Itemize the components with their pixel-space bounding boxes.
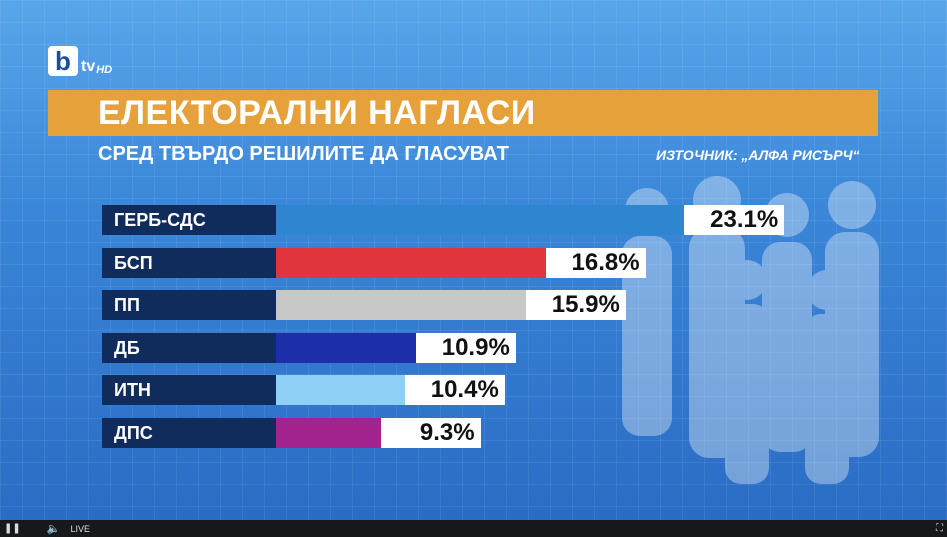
data-label: 15.9% (525, 290, 626, 320)
category-label: ДБ (102, 333, 276, 363)
pause-icon[interactable]: ❚❚ (4, 523, 21, 534)
data-label: 10.4% (404, 375, 505, 405)
logo-text: tv (81, 58, 96, 75)
category-label: ГЕРБ-СДС (102, 205, 276, 235)
category-label: ПП (102, 290, 276, 320)
data-label: 16.8% (545, 248, 646, 278)
source-note: ИЗТОЧНИК: „АЛФА РИСЪРЧ“ (656, 147, 860, 163)
broadcast-frame: b tv HD ЕЛЕКТОРАЛНИ НАГЛАСИ СРЕД ТВЪРДО … (0, 0, 947, 520)
video-player-bar: ❚❚ 🔈 LIVE ⛶ (0, 520, 947, 537)
category-label: ДПС (102, 418, 276, 448)
btv-logo: b tv HD (48, 42, 112, 76)
category-label: ИТН (102, 375, 276, 405)
data-label: 23.1% (684, 205, 785, 235)
logo-letter: b (48, 46, 78, 76)
people-silhouettes-decoration (622, 176, 879, 484)
chart-title: ЕЛЕКТОРАЛНИ НАГЛАСИ (98, 93, 536, 132)
volume-icon[interactable]: 🔈 (46, 522, 61, 535)
live-label: LIVE (70, 523, 90, 534)
category-label: БСП (102, 248, 276, 278)
chart-subtitle: СРЕД ТВЪРДО РЕШИЛИТЕ ДА ГЛАСУВАТ (98, 143, 509, 165)
title-bar: ЕЛЕКТОРАЛНИ НАГЛАСИ (48, 90, 878, 136)
data-label: 9.3% (380, 418, 481, 448)
fullscreen-icon[interactable]: ⛶ (936, 523, 943, 534)
logo-hd: HD (96, 64, 113, 76)
data-label: 10.9% (415, 333, 516, 363)
